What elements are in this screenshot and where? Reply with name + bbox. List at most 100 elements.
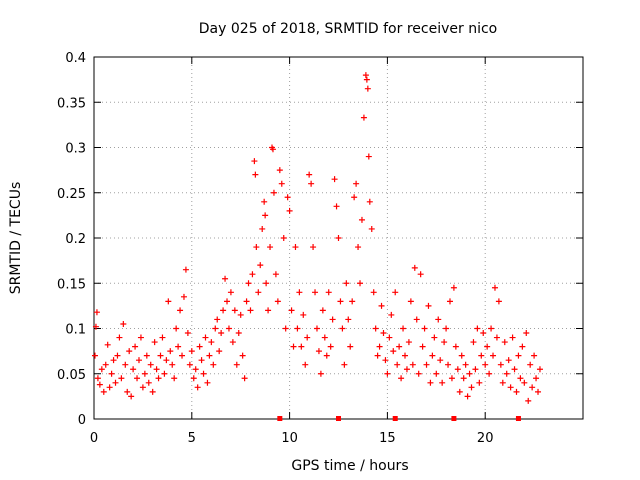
data-point (341, 361, 348, 368)
data-point (421, 325, 428, 332)
data-point (390, 348, 397, 355)
data-point (446, 298, 453, 305)
data-point (241, 375, 248, 382)
data-point (423, 361, 430, 368)
data-point (261, 198, 268, 205)
data-point (298, 343, 305, 350)
data-point (98, 366, 105, 373)
data-point (513, 388, 520, 395)
baseline-marker (451, 416, 457, 421)
data-point (353, 180, 360, 187)
data-point (374, 352, 381, 359)
data-point (470, 339, 477, 346)
data-point (167, 348, 174, 355)
data-point (519, 343, 526, 350)
data-point (427, 379, 434, 386)
data-point (505, 357, 512, 364)
data-point (499, 379, 506, 386)
data-point (245, 280, 252, 287)
data-point (192, 366, 199, 373)
data-point (92, 323, 99, 330)
data-point (501, 339, 508, 346)
data-point (269, 146, 276, 153)
data-point (257, 262, 264, 269)
data-point (445, 361, 452, 368)
data-point (478, 352, 485, 359)
baseline-marker (515, 416, 521, 421)
data-point (454, 366, 461, 373)
data-point (149, 388, 156, 395)
data-point (384, 370, 391, 377)
data-point (216, 348, 223, 355)
data-point (392, 289, 399, 296)
data-point (474, 325, 481, 332)
data-point (141, 370, 148, 377)
data-point (202, 334, 209, 341)
data-point (472, 366, 479, 373)
data-point (208, 339, 215, 346)
data-point (343, 280, 350, 287)
data-point (224, 298, 231, 305)
data-point (227, 289, 234, 296)
data-point (249, 271, 256, 278)
data-point (380, 330, 387, 337)
data-point (290, 343, 297, 350)
data-point (493, 334, 500, 341)
data-point (476, 379, 483, 386)
data-point (200, 370, 207, 377)
data-point (312, 289, 319, 296)
data-point (323, 352, 330, 359)
chart-title: Day 025 of 2018, SRMTID for receiver nic… (199, 21, 497, 37)
data-point (139, 384, 146, 391)
data-point (398, 375, 405, 382)
data-point (525, 397, 532, 404)
data-point (190, 375, 197, 382)
data-point (296, 289, 303, 296)
data-point (180, 293, 187, 300)
data-point (218, 330, 225, 337)
data-point (347, 343, 354, 350)
data-point (292, 244, 299, 251)
data-point (91, 352, 98, 359)
data-point (135, 357, 142, 364)
data-point (212, 325, 219, 332)
data-point (413, 316, 420, 323)
data-point (402, 352, 409, 359)
data-point (523, 330, 530, 337)
data-point (497, 361, 504, 368)
data-point (378, 302, 385, 309)
data-point (329, 316, 336, 323)
data-point (417, 271, 424, 278)
data-point (433, 370, 440, 377)
baseline-marker (277, 416, 283, 421)
data-point (229, 339, 236, 346)
data-point (196, 343, 203, 350)
data-point (321, 334, 328, 341)
data-point (173, 325, 180, 332)
data-point (337, 298, 344, 305)
data-point (511, 366, 518, 373)
x-tick-label: 15 (379, 431, 396, 446)
x-axis: 0 5 10 15 20 (90, 57, 493, 446)
data-point (255, 289, 262, 296)
y-tick-label: 0.05 (57, 368, 86, 383)
data-point (365, 153, 372, 160)
data-point (253, 244, 260, 251)
data-point (267, 244, 274, 251)
data-point (458, 352, 465, 359)
data-point (441, 339, 448, 346)
data-point (153, 366, 160, 373)
data-point (349, 298, 356, 305)
data-point (466, 370, 473, 377)
data-point (237, 311, 244, 318)
data-point (456, 388, 463, 395)
data-point (366, 198, 373, 205)
data-point (394, 361, 401, 368)
data-point (108, 370, 115, 377)
data-points (91, 72, 543, 404)
data-point (188, 348, 195, 355)
data-point (114, 352, 121, 359)
data-point (409, 361, 416, 368)
data-point (331, 176, 338, 183)
data-point (276, 167, 283, 174)
